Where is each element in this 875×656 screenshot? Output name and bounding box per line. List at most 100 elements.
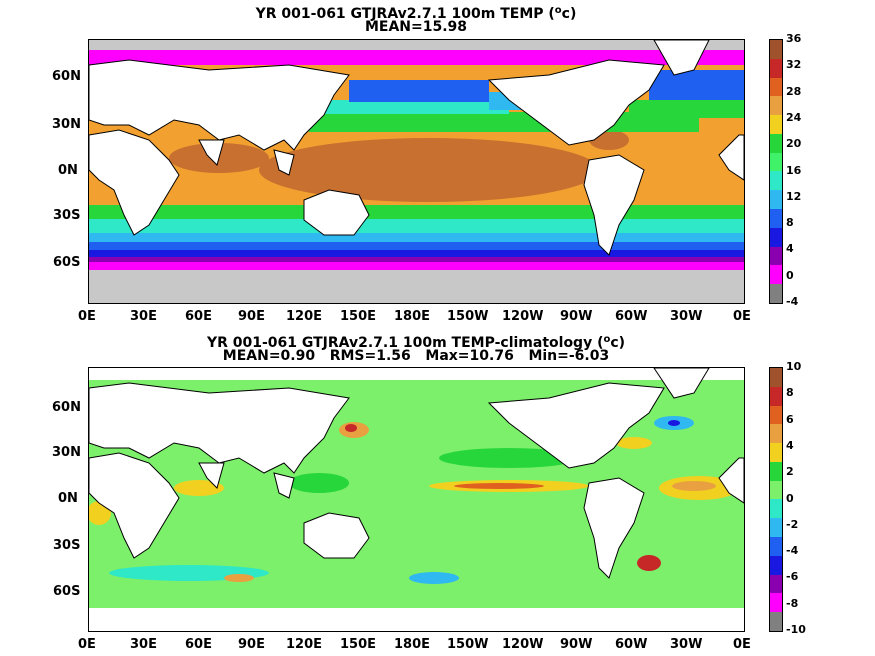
top-title-degree: o bbox=[554, 5, 562, 16]
bottom-anom-trop-atl-core bbox=[672, 481, 716, 491]
top-lat-label-60s: 60S bbox=[53, 255, 81, 270]
bottom-lat-label-0n: 0N bbox=[58, 491, 78, 506]
top-title-unit: c) bbox=[561, 6, 577, 22]
bottom-lon-label: 30E bbox=[130, 637, 157, 652]
bottom-anom-so-blue bbox=[409, 572, 459, 584]
bottom-land-australia bbox=[303, 512, 370, 559]
bottom-anom-io bbox=[174, 480, 224, 496]
colorbar-segment bbox=[770, 246, 782, 266]
colorbar-label: 0 bbox=[786, 268, 794, 282]
colorbar-label: 6 bbox=[786, 412, 794, 426]
bottom-map bbox=[89, 368, 744, 631]
bottom-lat-label-30s: 30S bbox=[53, 538, 81, 553]
colorbar-label: 36 bbox=[786, 32, 802, 45]
bottom-land-samerica bbox=[583, 477, 645, 579]
bottom-anom-gulfstream bbox=[616, 437, 652, 449]
colorbar-segment bbox=[770, 405, 782, 425]
bottom-land-greenland bbox=[653, 368, 710, 399]
bottom-lon-label: 0E bbox=[733, 637, 751, 652]
top-land-greenland bbox=[653, 40, 710, 76]
colorbar-label: 12 bbox=[786, 189, 802, 203]
colorbar-segment bbox=[770, 593, 782, 613]
bottom-title-degree: o bbox=[603, 334, 611, 345]
bottom-lat-label-30n: 30N bbox=[52, 445, 81, 460]
colorbar-label: 32 bbox=[786, 58, 802, 72]
bottom-map-frame bbox=[88, 367, 745, 632]
top-band-s-lightblue bbox=[89, 233, 744, 242]
top-lon-label: 120E bbox=[286, 309, 323, 324]
bottom-lon-label: 180E bbox=[394, 637, 431, 652]
colorbar-segment bbox=[770, 133, 782, 153]
top-land bbox=[89, 40, 744, 256]
top-arctic-ice bbox=[89, 40, 744, 50]
top-band-s-darkblue bbox=[89, 250, 744, 257]
top-lon-label: 180E bbox=[394, 309, 431, 324]
bottom-anom-natl-core bbox=[668, 420, 680, 426]
bottom-lon-label: 120E bbox=[286, 637, 323, 652]
top-land-samerica bbox=[583, 154, 645, 256]
top-band-s-green bbox=[89, 205, 744, 219]
top-land-africa bbox=[89, 129, 180, 236]
top-colorbar bbox=[769, 39, 783, 304]
colorbar-label: 2 bbox=[786, 465, 794, 479]
colorbar-label: -4 bbox=[786, 295, 799, 308]
colorbar-segment bbox=[770, 574, 782, 594]
colorbar-label: -6 bbox=[786, 570, 799, 584]
colorbar-segment bbox=[770, 40, 782, 59]
top-npac-blue bbox=[349, 80, 489, 102]
top-lat-label-30s: 30S bbox=[53, 208, 81, 223]
colorbar-segment bbox=[770, 209, 782, 228]
colorbar-segment bbox=[770, 171, 782, 191]
top-lon-label: 90W bbox=[560, 309, 593, 324]
top-band-s-magenta bbox=[89, 262, 744, 270]
top-land-australia bbox=[303, 189, 370, 236]
colorbar-label: -8 bbox=[786, 596, 799, 610]
top-lon-label: 150E bbox=[340, 309, 377, 324]
colorbar-segment bbox=[770, 58, 782, 78]
colorbar-segment bbox=[770, 284, 782, 303]
bottom-anom-npac bbox=[439, 448, 579, 468]
top-natl-green bbox=[629, 100, 744, 118]
colorbar-segment bbox=[770, 190, 782, 210]
colorbar-label: 10 bbox=[786, 360, 802, 373]
colorbar-segment bbox=[770, 424, 782, 444]
bottom-lat-label-60n: 60N bbox=[52, 400, 81, 415]
bottom-title-text: YR 001-061 GTJRAv2.7.1 100m TEMP-climato… bbox=[206, 335, 604, 351]
colorbar-segment bbox=[770, 518, 782, 538]
colorbar-label: -10 bbox=[786, 623, 806, 636]
bottom-title-unit: c) bbox=[610, 335, 626, 351]
top-band-s-purple bbox=[89, 257, 744, 262]
top-lon-label: 150W bbox=[447, 309, 489, 324]
top-natl-blue bbox=[649, 70, 744, 100]
colorbar-segment bbox=[770, 386, 782, 406]
top-map-frame bbox=[88, 39, 745, 304]
bottom-arctic-land bbox=[89, 368, 744, 380]
top-land-india bbox=[198, 139, 225, 166]
colorbar-segment bbox=[770, 115, 782, 134]
colorbar-segment bbox=[770, 555, 782, 575]
top-lon-label: 0E bbox=[78, 309, 96, 324]
colorbar-segment bbox=[770, 96, 782, 116]
colorbar-label: 4 bbox=[786, 438, 794, 452]
colorbar-label: -2 bbox=[786, 517, 799, 531]
colorbar-segment bbox=[770, 537, 782, 556]
bottom-land bbox=[89, 368, 744, 579]
top-antarctic-ice bbox=[89, 270, 744, 303]
bottom-lon-label: 30W bbox=[670, 637, 703, 652]
bottom-antarctic-land bbox=[89, 608, 744, 631]
top-band-s-cyan bbox=[89, 219, 744, 233]
colorbar-segment bbox=[770, 152, 782, 172]
colorbar-label: 8 bbox=[786, 216, 794, 230]
top-lat-label-0n: 0N bbox=[58, 163, 78, 178]
bottom-panel-title: YR 001-061 GTJRAv2.7.1 100m TEMP-climato… bbox=[88, 332, 744, 351]
top-lon-label: 0E bbox=[733, 309, 751, 324]
bottom-lon-label: 120W bbox=[502, 637, 544, 652]
colorbar-segment bbox=[770, 499, 782, 519]
top-land-seasia bbox=[273, 149, 295, 176]
bottom-anom-pat bbox=[637, 555, 661, 571]
top-land-namerica bbox=[487, 59, 665, 146]
colorbar-label: -4 bbox=[786, 544, 799, 558]
top-lat-label-30n: 30N bbox=[52, 117, 81, 132]
top-npac-cyan bbox=[309, 100, 509, 114]
colorbar-label: 28 bbox=[786, 84, 802, 98]
